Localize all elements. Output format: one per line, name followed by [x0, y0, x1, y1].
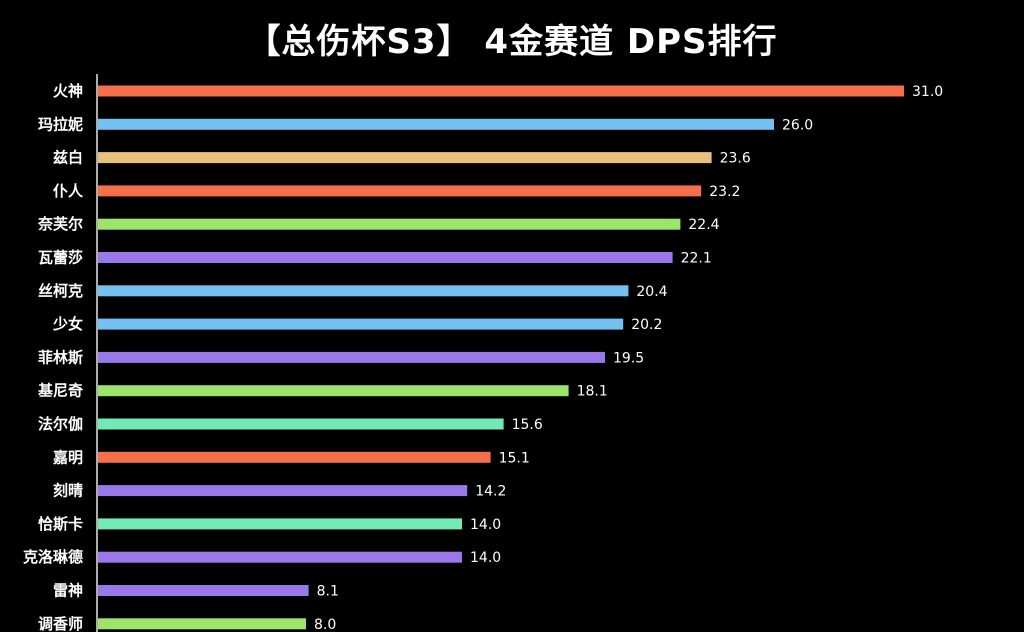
bar	[98, 518, 462, 530]
bar	[98, 418, 504, 430]
category-label: 玛拉妮	[38, 115, 83, 133]
bar	[98, 252, 673, 263]
category-label: 调香师	[38, 615, 83, 632]
category-label: 菲林斯	[38, 348, 83, 366]
value-label: 14.0	[470, 517, 501, 533]
value-label: 18.1	[577, 384, 608, 400]
value-label: 23.2	[709, 184, 740, 200]
bar	[98, 351, 605, 363]
bar	[98, 485, 468, 497]
value-label: 20.4	[636, 284, 667, 300]
category-label: 恰斯卡	[38, 515, 83, 533]
category-label: 丝柯克	[38, 282, 83, 300]
value-label: 19.5	[613, 350, 644, 366]
bars-group: 火神 31.0 玛拉妮 26.0 兹白 23.6 仆人 23.2 奈芙尔 22.4 瓦蕾莎 22.1 丝…	[23, 82, 943, 632]
value-label: 22.1	[681, 251, 712, 267]
category-label: 基尼奇	[37, 382, 83, 400]
category-label: 兹白	[53, 149, 83, 167]
category-label: 法尔伽	[38, 415, 83, 433]
value-label: 31.0	[912, 84, 943, 100]
bar	[98, 618, 306, 630]
bar	[98, 585, 309, 596]
bar	[98, 152, 712, 164]
chart-title: 【总伤杯S3】 4金赛道 DPS排行	[246, 22, 778, 62]
value-label: 15.6	[512, 417, 543, 433]
value-label: 8.1	[317, 584, 339, 600]
bar	[98, 85, 904, 97]
category-label: 克洛琳德	[23, 548, 83, 566]
value-label: 8.0	[314, 617, 336, 632]
category-label: 少女	[52, 315, 83, 333]
category-label: 仆人	[53, 182, 84, 200]
bar	[98, 451, 491, 463]
category-label: 瓦蕾莎	[38, 249, 83, 267]
value-label: 22.4	[688, 217, 719, 233]
value-label: 23.6	[720, 151, 751, 167]
bar	[98, 218, 681, 230]
value-label: 20.2	[631, 317, 662, 333]
bar	[98, 551, 462, 563]
bar	[98, 385, 569, 397]
value-label: 14.0	[470, 550, 501, 566]
bar	[98, 118, 774, 130]
value-label: 15.1	[499, 450, 530, 466]
value-label: 14.2	[475, 484, 506, 500]
category-label: 雷神	[53, 582, 83, 600]
category-label: 嘉明	[52, 448, 83, 466]
bar	[98, 285, 629, 297]
value-label: 26.0	[782, 117, 813, 133]
category-label: 刻晴	[53, 482, 83, 500]
bar	[98, 185, 702, 197]
bar	[98, 318, 624, 330]
category-label: 奈芙尔	[37, 215, 83, 233]
category-label: 火神	[53, 82, 83, 100]
